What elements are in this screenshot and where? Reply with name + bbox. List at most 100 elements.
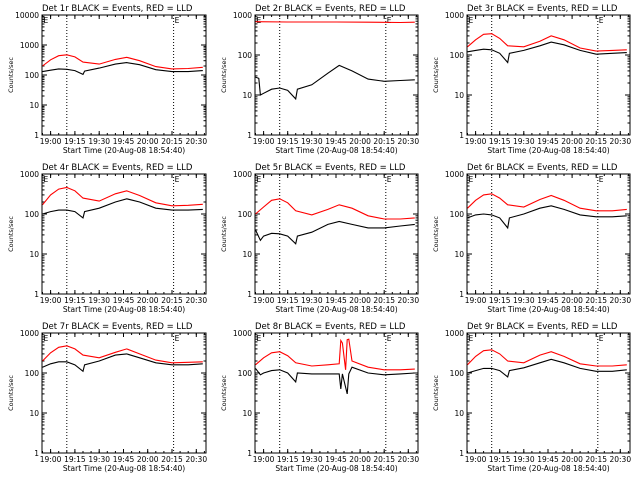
series-line-lld xyxy=(42,186,203,207)
x-tick-label: 19:00 xyxy=(253,296,275,305)
y-tick-label: 1 xyxy=(459,290,464,299)
y-tick-label: 1 xyxy=(459,131,464,140)
x-axis-label: Start Time (20-Aug-08 18:54:40) xyxy=(275,146,397,155)
event-marker: E xyxy=(469,334,474,343)
x-tick-label: 20:30 xyxy=(609,455,631,464)
x-axis-label: Start Time (20-Aug-08 18:54:40) xyxy=(63,305,185,314)
y-tick-label: 1000 xyxy=(233,170,252,179)
y-axis-label: Counts/sec xyxy=(432,216,440,252)
y-tick-label: 100 xyxy=(450,210,465,219)
series-line-events xyxy=(42,198,203,219)
x-tick-label: 20:30 xyxy=(397,137,419,146)
y-tick-label: 10 xyxy=(29,250,39,259)
event-marker: E xyxy=(599,16,604,25)
y-tick-label: 1000 xyxy=(233,329,252,338)
chart-title: Det 6r BLACK = Events, RED = LLD xyxy=(467,163,618,173)
x-tick-label: 20:00 xyxy=(561,296,583,305)
y-axis-label: Counts/sec xyxy=(7,57,15,93)
x-tick-label: 19:15 xyxy=(64,137,86,146)
x-tick-label: 20:00 xyxy=(137,296,159,305)
x-tick-label: 19:15 xyxy=(489,455,511,464)
y-tick-label: 10 xyxy=(454,409,464,418)
x-tick-label: 20:15 xyxy=(161,455,183,464)
y-tick-label: 100 xyxy=(25,71,40,80)
y-tick-label: 100 xyxy=(450,51,465,60)
x-tick-label: 19:00 xyxy=(40,137,62,146)
x-tick-label: 20:00 xyxy=(561,455,583,464)
x-tick-label: 19:45 xyxy=(537,455,559,464)
x-tick-label: 20:15 xyxy=(373,137,395,146)
x-tick-label: 19:15 xyxy=(277,137,299,146)
y-tick-label: 1 xyxy=(247,449,252,458)
y-tick-label: 1000 xyxy=(20,41,39,50)
x-tick-label: 19:30 xyxy=(301,296,323,305)
y-tick-label: 10000 xyxy=(15,11,39,20)
y-axis-label: Counts/sec xyxy=(220,375,228,411)
y-tick-label: 1000 xyxy=(20,329,39,338)
x-tick-label: 19:00 xyxy=(253,137,275,146)
event-marker: E xyxy=(599,334,604,343)
chart-title: Det 5r BLACK = Events, RED = LLD xyxy=(255,163,406,173)
y-tick-label: 100 xyxy=(238,369,253,378)
y-tick-label: 10 xyxy=(454,91,464,100)
plot-frame xyxy=(254,14,419,136)
plot-frame xyxy=(466,332,631,454)
y-tick-label: 1 xyxy=(34,131,39,140)
y-tick-label: 1000 xyxy=(20,170,39,179)
series-line-lld xyxy=(42,345,203,364)
y-tick-label: 100 xyxy=(238,210,253,219)
series-line-events xyxy=(467,205,627,230)
y-tick-label: 1 xyxy=(247,290,252,299)
series-line-lld xyxy=(467,33,627,52)
y-tick-label: 10 xyxy=(242,91,252,100)
x-tick-label: 20:00 xyxy=(137,137,159,146)
x-tick-label: 20:15 xyxy=(585,455,607,464)
x-tick-label: 19:30 xyxy=(301,137,323,146)
x-tick-label: 19:00 xyxy=(253,455,275,464)
x-tick-label: 19:15 xyxy=(64,455,86,464)
x-tick-label: 20:30 xyxy=(609,296,631,305)
event-marker: E xyxy=(469,16,474,25)
chart-title: Det 1r BLACK = Events, RED = LLD xyxy=(42,4,193,14)
x-tick-label: 19:00 xyxy=(40,296,62,305)
series-line-lld xyxy=(255,198,415,220)
x-tick-label: 20:00 xyxy=(561,137,583,146)
y-axis-label: Counts/sec xyxy=(7,375,15,411)
x-tick-label: 19:00 xyxy=(465,455,487,464)
chart-title: Det 3r BLACK = Events, RED = LLD xyxy=(467,4,618,14)
y-tick-label: 10 xyxy=(29,101,39,110)
y-tick-label: 100 xyxy=(25,210,40,219)
series-line-events xyxy=(42,62,203,76)
series-line-events xyxy=(467,41,627,64)
y-axis-label: Counts/sec xyxy=(220,57,228,93)
series-line-events xyxy=(255,220,415,245)
series-line-events xyxy=(255,64,415,101)
event-marker: E xyxy=(257,175,262,184)
x-tick-label: 19:15 xyxy=(277,296,299,305)
x-tick-label: 19:30 xyxy=(88,455,110,464)
event-marker: E xyxy=(44,175,49,184)
x-axis-label: Start Time (20-Aug-08 18:54:40) xyxy=(63,146,185,155)
x-tick-label: 19:00 xyxy=(465,137,487,146)
x-tick-label: 19:15 xyxy=(489,296,511,305)
x-tick-label: 19:30 xyxy=(88,137,110,146)
chart-panel-8: Det 8r BLACK = Events, RED = LLD E E 1 10 100… xyxy=(220,322,419,473)
y-tick-label: 100 xyxy=(25,369,40,378)
chart-panel-7: Det 7r BLACK = Events, RED = LLD E E 1 10 100… xyxy=(7,322,207,473)
y-tick-label: 1 xyxy=(34,449,39,458)
chart-title: Det 4r BLACK = Events, RED = LLD xyxy=(42,163,193,173)
x-tick-label: 19:30 xyxy=(88,296,110,305)
x-tick-label: 20:15 xyxy=(585,137,607,146)
event-marker: E xyxy=(387,175,392,184)
y-axis-label: Counts/sec xyxy=(432,375,440,411)
y-tick-label: 1 xyxy=(247,131,252,140)
chart-title: Det 8r BLACK = Events, RED = LLD xyxy=(255,322,406,332)
event-marker: E xyxy=(257,16,262,25)
chart-title: Det 2r BLACK = Events, RED = LLD xyxy=(255,4,406,14)
x-axis-label: Start Time (20-Aug-08 18:54:40) xyxy=(275,305,397,314)
plot-frame xyxy=(41,14,207,136)
event-marker: E xyxy=(387,16,392,25)
x-tick-label: 20:30 xyxy=(397,296,419,305)
chart-panel-6: Det 6r BLACK = Events, RED = LLD E E 1 10 100… xyxy=(432,163,631,314)
chart-title: Det 7r BLACK = Events, RED = LLD xyxy=(42,322,193,332)
